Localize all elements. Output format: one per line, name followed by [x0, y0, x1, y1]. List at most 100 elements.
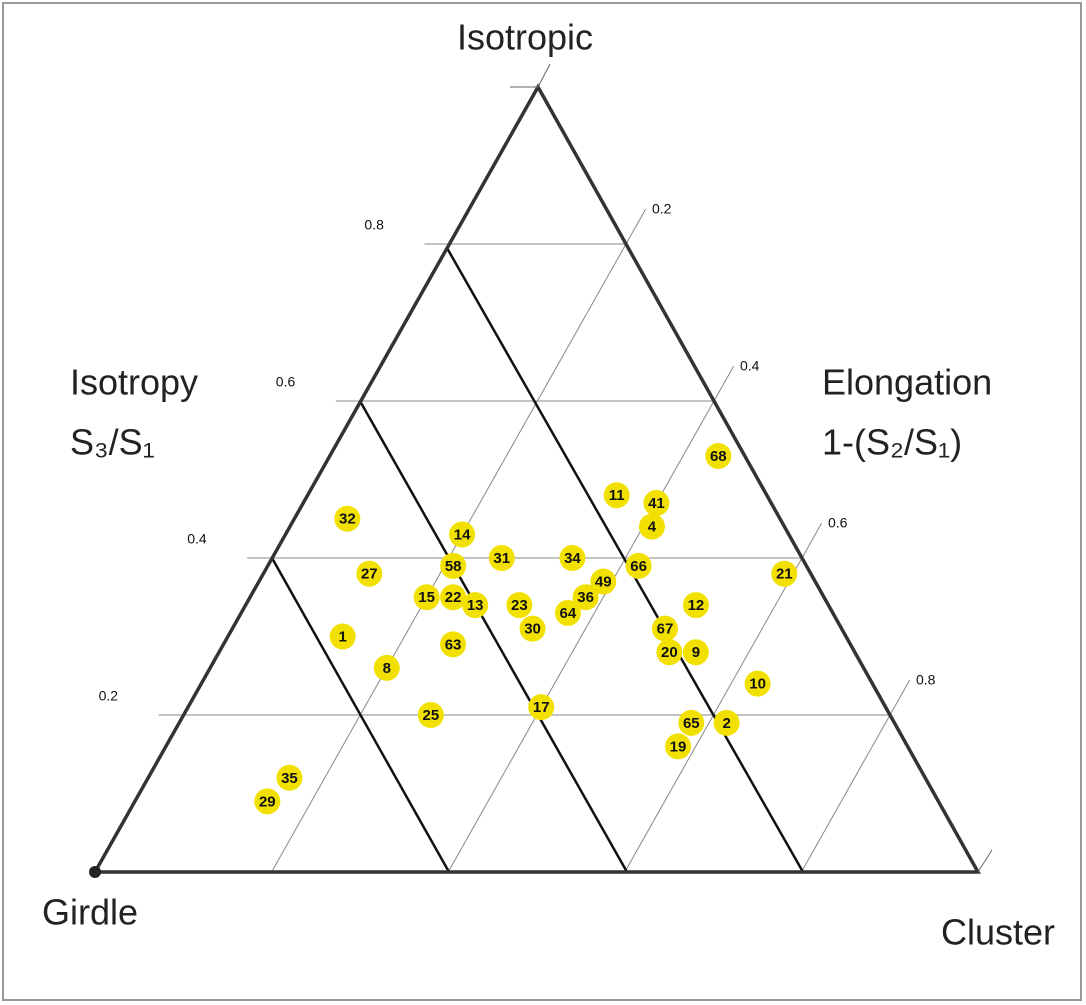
point-label: 2	[722, 715, 730, 732]
point-label: 1	[339, 628, 347, 645]
point-label: 25	[422, 707, 439, 724]
grid-line	[447, 365, 735, 873]
vertex-label: Cluster	[941, 912, 1055, 953]
point-label: 36	[577, 589, 594, 606]
point-label: 13	[467, 597, 484, 614]
grid-line	[800, 679, 911, 873]
point	[506, 592, 533, 619]
boundary-line	[358, 400, 629, 873]
elongation-tick-label: 0.6	[828, 515, 848, 531]
class-boundaries	[270, 247, 805, 873]
point-label: 15	[418, 589, 435, 606]
isotropy-tick-label: 0.4	[187, 531, 207, 547]
point	[554, 599, 581, 626]
point	[373, 654, 400, 681]
point-label: 11	[609, 487, 625, 504]
isotropy-tick-label: 0.2	[99, 688, 119, 704]
point-label: 10	[749, 676, 766, 693]
point-label: 41	[648, 495, 665, 512]
girdle-dot	[89, 866, 101, 878]
point-label: 65	[683, 715, 700, 732]
isotropy-tick-label: 0.8	[364, 217, 384, 233]
point	[329, 623, 356, 650]
point	[559, 545, 586, 571]
point	[625, 552, 652, 579]
apex-tick	[537, 63, 551, 88]
point-label: 64	[560, 605, 577, 622]
point	[678, 709, 705, 736]
vertex-label: Isotropic	[457, 17, 593, 58]
boundary-line	[270, 557, 451, 873]
point-label: 4	[648, 519, 657, 536]
point	[254, 788, 281, 815]
point	[449, 521, 476, 548]
point	[440, 631, 467, 658]
point-label: 12	[688, 597, 705, 614]
point-label: 20	[661, 644, 678, 661]
point	[276, 764, 303, 791]
point-label: 49	[595, 574, 612, 591]
point-label: 19	[670, 738, 687, 755]
point	[417, 702, 444, 728]
point	[603, 482, 630, 509]
point	[440, 552, 467, 579]
point	[462, 592, 489, 619]
point-label: 34	[564, 550, 581, 567]
point	[440, 584, 467, 611]
boundary-line	[445, 247, 805, 873]
point-label: 63	[445, 636, 462, 653]
point	[638, 513, 665, 540]
point	[572, 584, 599, 611]
axis-label: Isotropy	[70, 362, 198, 403]
isotropy-tick-label: 0.6	[276, 374, 296, 390]
point-label: 58	[445, 558, 462, 575]
grid: 0.2 0.4 0.6 0.8 0.2 0.4 0.6 0.8	[99, 201, 936, 873]
point-label: 8	[383, 660, 391, 677]
point	[665, 733, 692, 760]
point-label: 67	[657, 621, 674, 638]
point-label: 17	[533, 699, 550, 716]
point-label: 22	[445, 589, 462, 606]
corner-tick	[977, 849, 993, 873]
point-label: 31	[493, 550, 510, 567]
point	[682, 639, 709, 666]
point	[652, 615, 678, 642]
point-label: 9	[692, 644, 700, 661]
point-label: 23	[511, 597, 528, 614]
point	[488, 545, 515, 571]
axis-label: 1-(S₂/S₁)	[822, 422, 962, 463]
point-label: 30	[524, 621, 541, 638]
point	[590, 568, 617, 595]
triangle	[92, 83, 981, 874]
point-label: 21	[776, 566, 793, 583]
point	[519, 615, 546, 642]
point	[413, 584, 440, 611]
point-label: 27	[361, 566, 378, 583]
elongation-tick-label: 0.2	[652, 201, 672, 217]
point-label: 14	[454, 526, 471, 543]
point	[334, 505, 361, 532]
point	[705, 442, 732, 469]
axis-label: Elongation	[822, 362, 992, 403]
point	[744, 670, 771, 697]
point	[643, 490, 670, 517]
point	[528, 694, 555, 721]
point-label: 35	[281, 770, 298, 787]
elongation-tick-label: 0.8	[916, 672, 936, 688]
point-label: 32	[339, 511, 356, 528]
point	[713, 709, 740, 736]
point	[656, 639, 683, 666]
point	[682, 592, 709, 619]
vertex-label: Girdle	[42, 892, 138, 933]
elongation-tick-label: 0.4	[740, 358, 760, 374]
point	[771, 560, 798, 587]
axis-label: S₃/S₁	[70, 422, 155, 463]
point-label: 68	[710, 448, 727, 465]
point-label: 29	[259, 793, 276, 810]
point-label: 66	[630, 558, 647, 575]
point	[356, 560, 383, 587]
